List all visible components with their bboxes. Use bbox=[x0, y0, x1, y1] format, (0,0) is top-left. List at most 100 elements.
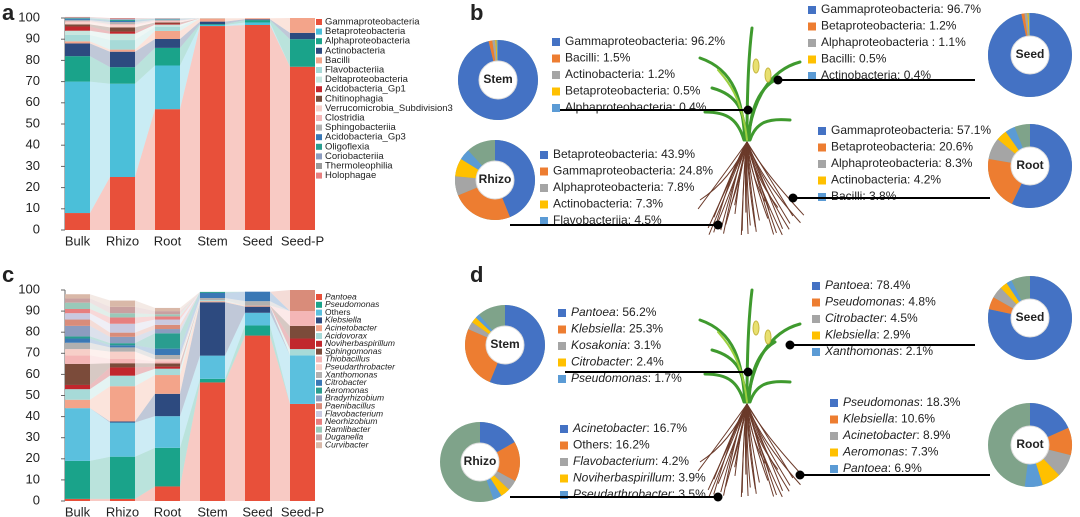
legend-swatch bbox=[316, 67, 322, 73]
x-tick-label: Root bbox=[154, 233, 182, 248]
bar-segment bbox=[155, 324, 180, 330]
legend-label: Acinetobacter: 16.7% bbox=[572, 421, 687, 435]
legend-swatch bbox=[552, 71, 560, 79]
flow-band bbox=[135, 21, 155, 28]
legend-label: Pseudomonas: 1.7% bbox=[571, 371, 682, 385]
bar-segment bbox=[155, 348, 180, 355]
bar-segment bbox=[65, 460, 90, 499]
donut-segment bbox=[486, 477, 502, 500]
flow-band bbox=[90, 408, 110, 423]
bar-segment bbox=[110, 421, 135, 423]
bar-segment bbox=[155, 65, 180, 110]
flow-band bbox=[180, 18, 200, 27]
bar-segment bbox=[155, 311, 180, 315]
donut-segment bbox=[988, 13, 1072, 97]
legend-label: Deltaproteobacteria bbox=[325, 74, 409, 85]
legend-swatch bbox=[316, 143, 322, 150]
flow-band bbox=[135, 366, 155, 376]
flow-band bbox=[180, 291, 200, 334]
donut-segment bbox=[472, 317, 492, 335]
flow-band bbox=[270, 301, 290, 312]
plant-illustration-d bbox=[697, 288, 805, 498]
flow-band bbox=[90, 302, 110, 318]
legend-label: Gammaproteobacteria: 24.8% bbox=[553, 164, 713, 178]
y-tick-label: 10 bbox=[26, 200, 40, 215]
root bbox=[723, 141, 748, 234]
legend-swatch bbox=[560, 458, 568, 466]
flow-band bbox=[180, 300, 200, 362]
donut-segment bbox=[489, 305, 545, 385]
legend-swatch bbox=[316, 333, 322, 339]
bar-segment bbox=[110, 386, 135, 422]
bar-segment bbox=[245, 22, 270, 25]
bar-segment bbox=[155, 361, 180, 364]
y-tick-label: 60 bbox=[26, 366, 40, 381]
bar-segment bbox=[155, 333, 180, 349]
legend-swatch bbox=[818, 143, 826, 152]
connector-dot bbox=[713, 220, 723, 230]
legend-label: Pseudarthrobacter bbox=[325, 361, 396, 371]
flow-band bbox=[225, 312, 245, 379]
bar-segment bbox=[110, 351, 135, 359]
bar-segment bbox=[110, 83, 135, 177]
legend-label: Gammaproteobacteria: 96.2% bbox=[565, 34, 725, 48]
bar-segment bbox=[155, 329, 180, 334]
flow-band bbox=[90, 18, 110, 21]
legend-swatch bbox=[558, 325, 566, 334]
flow-band bbox=[90, 34, 110, 50]
flow-band bbox=[135, 333, 155, 349]
legend-swatch bbox=[316, 317, 322, 324]
bar-segment bbox=[65, 81, 90, 214]
donut-segment bbox=[455, 176, 478, 196]
bar-segment bbox=[155, 375, 180, 394]
donut-segment bbox=[475, 314, 493, 333]
flow-band bbox=[135, 316, 155, 324]
y-tick-label: 80 bbox=[26, 324, 40, 339]
plant-illustration-b bbox=[697, 26, 805, 236]
legend-swatch bbox=[540, 217, 548, 225]
legend-label: Flavobacteriia bbox=[325, 65, 385, 76]
x-tick-label: Root bbox=[154, 504, 182, 517]
bar-segment bbox=[110, 31, 135, 34]
flow-band bbox=[225, 18, 245, 22]
y-tick-label: 90 bbox=[26, 31, 40, 46]
flow-band bbox=[180, 378, 200, 487]
legend-label: Neorhizobium bbox=[325, 416, 377, 426]
donut-segment bbox=[458, 40, 538, 120]
bar-segment bbox=[155, 22, 180, 24]
y-tick-label: 50 bbox=[26, 387, 40, 402]
bar-segment bbox=[155, 319, 180, 325]
legend-swatch bbox=[316, 163, 322, 169]
flow-band bbox=[90, 18, 110, 20]
bar-segment bbox=[110, 375, 135, 387]
bar-segment bbox=[110, 51, 135, 68]
legend-label: Alphaproteobacteria bbox=[325, 36, 411, 47]
legend-label: Thiobacillus bbox=[325, 354, 371, 364]
y-tick-label: 40 bbox=[26, 137, 40, 152]
legend-label: Chitinophagia bbox=[325, 93, 384, 104]
bar-segment bbox=[65, 389, 90, 400]
legend-label: Klebsiella: 25.3% bbox=[571, 322, 663, 336]
flow-band bbox=[180, 298, 200, 360]
bar-segment bbox=[290, 349, 315, 356]
flow-band bbox=[180, 355, 200, 448]
connector-dot bbox=[743, 105, 753, 115]
flow-band bbox=[135, 329, 155, 344]
legend-swatch bbox=[552, 38, 560, 46]
bar-segment bbox=[245, 19, 270, 21]
flow-band bbox=[180, 382, 200, 501]
legend-label: Betaproteobacteria: 0.5% bbox=[565, 84, 701, 98]
root bbox=[746, 141, 790, 230]
legend-swatch bbox=[316, 95, 322, 102]
legend-label: Actinobacteria: 0.4% bbox=[821, 68, 931, 82]
bar-segment bbox=[65, 298, 90, 303]
legend-label: Gammaproteobacteria bbox=[325, 17, 420, 28]
legend-swatch bbox=[316, 325, 322, 332]
bar-segment bbox=[155, 486, 180, 501]
legend-label: Bacilli: 0.5% bbox=[821, 52, 887, 66]
bar-segment bbox=[245, 18, 270, 20]
legend-label: Thermoleophilia bbox=[325, 161, 393, 172]
plant-roots bbox=[697, 403, 805, 498]
bar-segment bbox=[65, 319, 90, 326]
legend-swatch bbox=[316, 86, 322, 93]
